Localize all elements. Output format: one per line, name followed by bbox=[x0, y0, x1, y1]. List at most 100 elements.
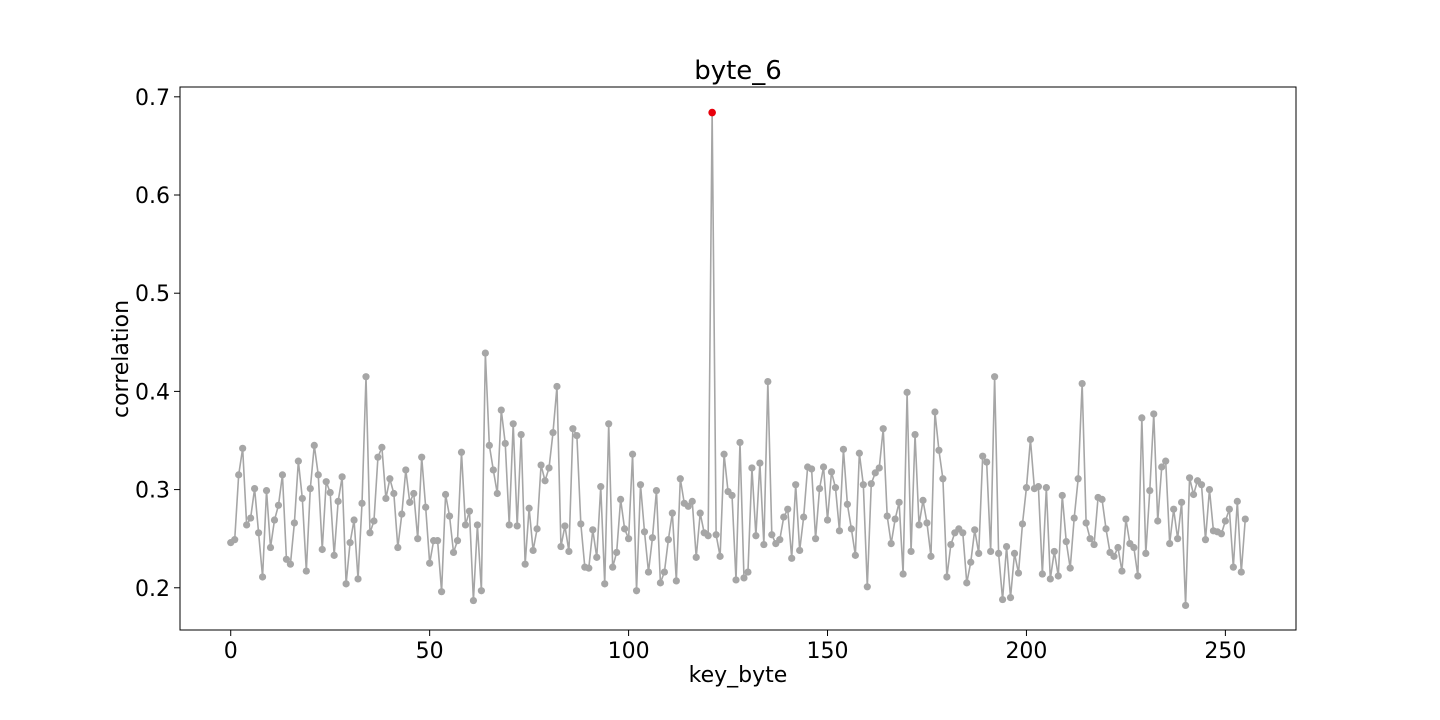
data-point bbox=[855, 449, 863, 457]
y-tick-label: 0.4 bbox=[135, 380, 170, 405]
data-point bbox=[1162, 457, 1170, 465]
data-point bbox=[656, 579, 665, 587]
data-point bbox=[485, 441, 493, 449]
data-point bbox=[851, 551, 859, 559]
y-tick-label: 0.7 bbox=[135, 86, 170, 111]
data-point bbox=[688, 497, 696, 505]
data-point bbox=[294, 457, 302, 465]
data-point bbox=[593, 553, 601, 561]
data-point bbox=[788, 554, 796, 562]
data-point bbox=[903, 388, 911, 396]
data-point bbox=[274, 501, 283, 509]
data-point bbox=[370, 517, 378, 525]
data-point bbox=[983, 458, 991, 466]
data-point bbox=[843, 500, 852, 508]
data-point bbox=[847, 525, 855, 533]
data-point bbox=[449, 548, 458, 557]
data-point bbox=[613, 548, 621, 557]
data-point bbox=[258, 573, 267, 581]
data-point bbox=[987, 547, 995, 556]
data-point bbox=[453, 537, 462, 545]
data-point bbox=[998, 595, 1007, 604]
data-point bbox=[756, 459, 764, 467]
data-point bbox=[712, 531, 720, 539]
data-point bbox=[1070, 514, 1078, 522]
data-point bbox=[573, 431, 581, 440]
data-point bbox=[975, 549, 983, 558]
data-point bbox=[601, 580, 609, 588]
data-point bbox=[740, 574, 748, 582]
data-point bbox=[254, 529, 263, 537]
data-point bbox=[935, 446, 943, 454]
data-point bbox=[835, 527, 844, 535]
data-point bbox=[815, 485, 824, 493]
data-point bbox=[243, 521, 251, 529]
data-point bbox=[636, 481, 645, 489]
data-point bbox=[366, 529, 374, 537]
data-point bbox=[764, 377, 772, 386]
data-point bbox=[1217, 530, 1225, 538]
data-point bbox=[1006, 594, 1015, 602]
data-point bbox=[684, 502, 692, 510]
data-point bbox=[461, 521, 470, 529]
data-point bbox=[899, 570, 907, 578]
data-point bbox=[1050, 547, 1058, 556]
data-point bbox=[939, 475, 947, 483]
data-point bbox=[1134, 572, 1142, 580]
chart-title: byte_6 bbox=[694, 56, 782, 86]
data-point bbox=[350, 516, 358, 524]
data-point bbox=[1221, 517, 1229, 525]
data-point bbox=[298, 494, 306, 503]
data-point bbox=[445, 512, 454, 520]
data-point bbox=[589, 526, 597, 534]
data-point bbox=[875, 464, 883, 472]
data-point bbox=[1197, 481, 1206, 489]
data-point bbox=[334, 497, 342, 505]
data-point bbox=[1090, 540, 1098, 549]
data-point bbox=[505, 521, 513, 529]
data-point bbox=[605, 420, 613, 428]
x-tick-label: 250 bbox=[1204, 639, 1246, 664]
data-point bbox=[469, 596, 478, 605]
data-point bbox=[597, 483, 605, 491]
data-point bbox=[959, 529, 967, 537]
data-point bbox=[1102, 525, 1110, 533]
data-point bbox=[378, 443, 386, 451]
data-point bbox=[632, 587, 641, 595]
data-point bbox=[390, 489, 398, 498]
data-point bbox=[561, 522, 569, 530]
data-point bbox=[1098, 495, 1106, 504]
data-point bbox=[664, 536, 672, 544]
data-point bbox=[931, 408, 939, 416]
data-point bbox=[768, 531, 776, 539]
data-point bbox=[346, 539, 354, 547]
data-point bbox=[648, 534, 657, 542]
data-point bbox=[879, 425, 887, 433]
data-point bbox=[1114, 543, 1122, 552]
data-point bbox=[481, 349, 489, 357]
data-point bbox=[231, 536, 239, 544]
data-point bbox=[354, 575, 362, 583]
data-point bbox=[692, 553, 700, 561]
data-point bbox=[736, 438, 744, 447]
data-point bbox=[1034, 483, 1042, 491]
data-point bbox=[1138, 414, 1146, 422]
data-point bbox=[1142, 549, 1150, 558]
data-point bbox=[457, 448, 466, 456]
data-point bbox=[732, 576, 740, 584]
data-point bbox=[784, 505, 792, 513]
data-point bbox=[577, 520, 585, 528]
data-point bbox=[537, 461, 545, 469]
data-point bbox=[624, 535, 633, 543]
data-point bbox=[1086, 535, 1094, 543]
data-point bbox=[1170, 505, 1178, 513]
data-point bbox=[477, 587, 485, 595]
data-point bbox=[441, 490, 450, 499]
data-point bbox=[402, 466, 410, 474]
data-point bbox=[338, 473, 346, 481]
data-point bbox=[1154, 517, 1162, 525]
data-point bbox=[1026, 435, 1035, 444]
data-point bbox=[1046, 575, 1054, 583]
data-point bbox=[310, 441, 318, 449]
